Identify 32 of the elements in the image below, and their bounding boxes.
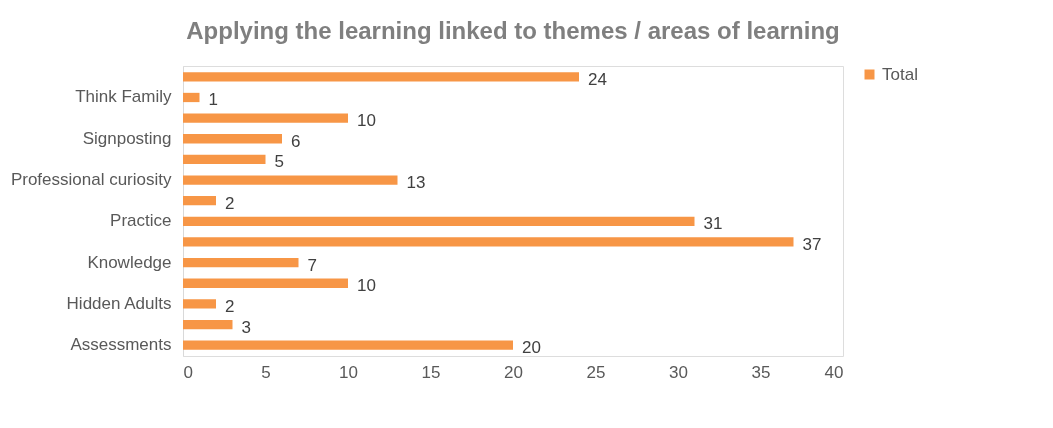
- data-label: 6: [291, 131, 301, 151]
- y-tick-label: Practice: [110, 211, 172, 231]
- legend-label: Total: [882, 64, 918, 84]
- x-tick-label: 20: [504, 362, 523, 382]
- y-tick-label: Professional curiosity: [10, 170, 172, 190]
- y-tick-label: Think Family: [75, 87, 172, 107]
- data-label: 2: [225, 193, 235, 213]
- data-label: 10: [357, 111, 376, 131]
- x-tick-label: 25: [586, 362, 606, 382]
- data-label: 7: [307, 255, 317, 275]
- x-tick-label: 40: [824, 362, 844, 382]
- data-label: 24: [588, 69, 607, 89]
- y-tick-label: Signposting: [82, 128, 172, 148]
- data-label: 31: [703, 214, 723, 234]
- x-tick-label: 35: [751, 362, 771, 382]
- y-tick-label: Assessments: [70, 335, 172, 355]
- data-label: 20: [522, 338, 541, 358]
- x-tick-label: 15: [421, 362, 441, 382]
- data-label: 2: [225, 296, 235, 316]
- chart-title: Applying the learning linked to themes / areas of learning: [186, 17, 840, 44]
- x-tick-label: 5: [261, 362, 271, 382]
- y-tick-label: Hidden Adults: [66, 293, 172, 313]
- data-label: 37: [802, 234, 822, 254]
- x-tick-label: 10: [339, 362, 358, 382]
- x-tick-label: 30: [669, 362, 688, 382]
- data-label: 3: [241, 317, 251, 337]
- data-label: 1: [208, 90, 218, 110]
- data-label: 5: [274, 152, 284, 172]
- y-tick-label: Knowledge: [87, 252, 172, 272]
- x-tick-label: 0: [183, 362, 193, 382]
- data-label: 10: [357, 276, 376, 296]
- data-label: 13: [406, 173, 426, 193]
